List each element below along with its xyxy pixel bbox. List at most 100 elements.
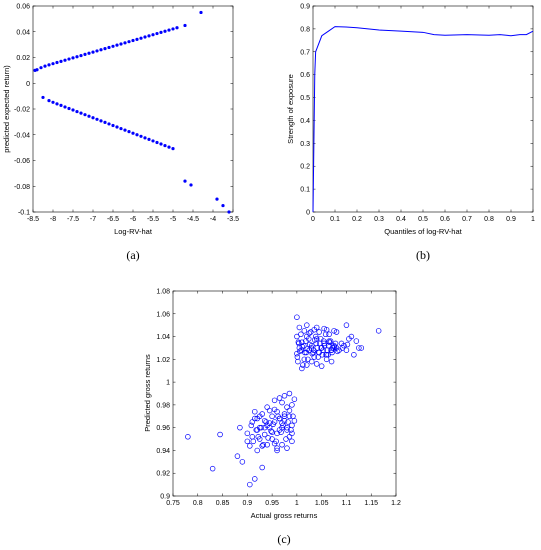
panel-b-series-line	[312, 26, 534, 213]
panel-c-point	[300, 362, 306, 368]
panel-c-point	[312, 333, 319, 340]
panel-a-point	[87, 114, 91, 118]
panel-c-point	[331, 344, 338, 350]
panel-c-point	[264, 404, 270, 410]
panel-b-ytick-label: 0.6	[300, 72, 310, 79]
panel-a-point	[167, 145, 171, 149]
panel-a-point	[39, 66, 43, 70]
panel-a-point	[159, 30, 163, 34]
panel-c-point	[313, 340, 319, 347]
panel-c-point	[303, 349, 310, 356]
panel-a-point	[189, 183, 193, 187]
panel-b-ytick-label: 0.8	[300, 26, 310, 33]
panel-a-point	[135, 37, 139, 41]
panel-a-point	[67, 57, 71, 61]
panel-c-point	[259, 464, 265, 471]
panel-c-point	[308, 329, 314, 335]
panel-c-point	[320, 338, 327, 344]
panel-a-frame	[32, 5, 234, 213]
panel-c-point	[269, 436, 275, 442]
panel-c-point	[327, 338, 334, 344]
panel-a-point	[111, 123, 115, 128]
panel-c-point	[252, 408, 258, 415]
panel-a-ylabel: predicted expected return)	[2, 65, 11, 153]
panel-c-point	[281, 393, 288, 399]
panel-b-ylabel: Strength of exposure	[286, 74, 295, 144]
panel-c-point	[259, 443, 265, 449]
panel-b-ytick-label: 0.5	[300, 95, 310, 102]
panel-a-xtick-label: -8.5	[27, 216, 39, 223]
panel-b-xlabel: Quantiles of log-RV-hat	[384, 227, 462, 236]
panel-c-point	[331, 328, 337, 334]
panel-b-ytick-label: 0.9	[300, 4, 310, 11]
panel-a-point	[51, 100, 55, 104]
panel-a-point	[91, 50, 95, 54]
panel-a-ytick-label: -0.06	[14, 158, 30, 165]
panel-a-point	[75, 109, 79, 114]
panel-c-point	[356, 345, 362, 351]
panel-c-point	[258, 424, 264, 431]
panel-c-point	[343, 347, 350, 353]
panel-c-point	[307, 341, 313, 348]
panel-a-point	[135, 133, 139, 137]
panel-c-point	[315, 349, 322, 356]
panel-c-xtick-label: 1.05	[315, 500, 329, 507]
panel-c-point	[294, 354, 301, 360]
panel-c-ytick-label: 1.08	[156, 289, 170, 296]
panel-c-ytick-label: 1.04	[156, 334, 170, 341]
panel-c-point	[286, 390, 293, 397]
panel-c-point	[304, 346, 311, 352]
panel-a-point	[83, 52, 87, 57]
panel-c-point	[261, 418, 268, 424]
panel-b-frame	[312, 5, 534, 213]
panel-a-point	[103, 120, 107, 124]
panel-c-point	[339, 345, 346, 351]
panel-c-point	[250, 438, 257, 445]
panel-c-point	[313, 361, 320, 367]
panel-a-point	[111, 44, 115, 48]
panel-c-ytick-label: 0.94	[156, 448, 170, 455]
panel-a-point	[163, 143, 167, 148]
panel-c-point	[296, 340, 302, 347]
panel-c-point	[283, 436, 289, 442]
panel-a-point	[131, 38, 135, 43]
panel-a-point	[183, 23, 187, 28]
panel-a-point	[35, 68, 39, 72]
panel-c-point	[375, 328, 382, 334]
panel-a-point	[71, 108, 75, 112]
panel-a-xtick-label: -5.5	[147, 216, 159, 223]
panel-b-xtick-label: 0.9	[506, 216, 516, 223]
panel-c-point	[274, 447, 280, 454]
panel-c-point	[281, 411, 288, 417]
panel-c-point	[254, 415, 260, 422]
panel-a-point	[115, 43, 119, 47]
panel-a-point	[199, 10, 203, 15]
panel-c-point	[321, 325, 327, 332]
panel-c-point	[266, 407, 273, 414]
panel-a-point	[163, 29, 167, 33]
panel-c-point	[254, 447, 260, 454]
panel-a-xtick-label: -4	[210, 216, 216, 223]
panel-c-point	[247, 443, 253, 449]
panel-c-point	[286, 434, 293, 440]
panel-c-point	[279, 399, 285, 406]
panel-a-point	[159, 142, 163, 146]
panel-b-line: 0 0.1 0.2 0.3 0.4 0.5 0.6 0.7 0.8 0.9 1 0.9 0.8 0.7 0.…	[286, 4, 535, 263]
panel-c-point	[333, 329, 340, 335]
panel-c-point	[279, 442, 285, 448]
panel-c-xlabel: Actual gross returns	[251, 511, 318, 520]
panel-b-ytick-label: 0.7	[300, 49, 310, 56]
panel-a-point	[59, 59, 63, 63]
panel-c-point	[353, 338, 360, 344]
panel-a-point	[99, 48, 103, 52]
panel-c-point	[326, 331, 332, 338]
panel-a-point	[151, 33, 155, 37]
panel-c-point	[291, 396, 298, 402]
panel-b-xtick-label: 0.7	[462, 216, 472, 223]
panel-c-point	[301, 342, 307, 349]
panel-a-point	[79, 111, 83, 115]
panel-c-point	[276, 395, 283, 401]
panel-a-point	[147, 34, 151, 38]
panel-c-point	[280, 422, 286, 429]
panel-c-point	[263, 419, 269, 425]
